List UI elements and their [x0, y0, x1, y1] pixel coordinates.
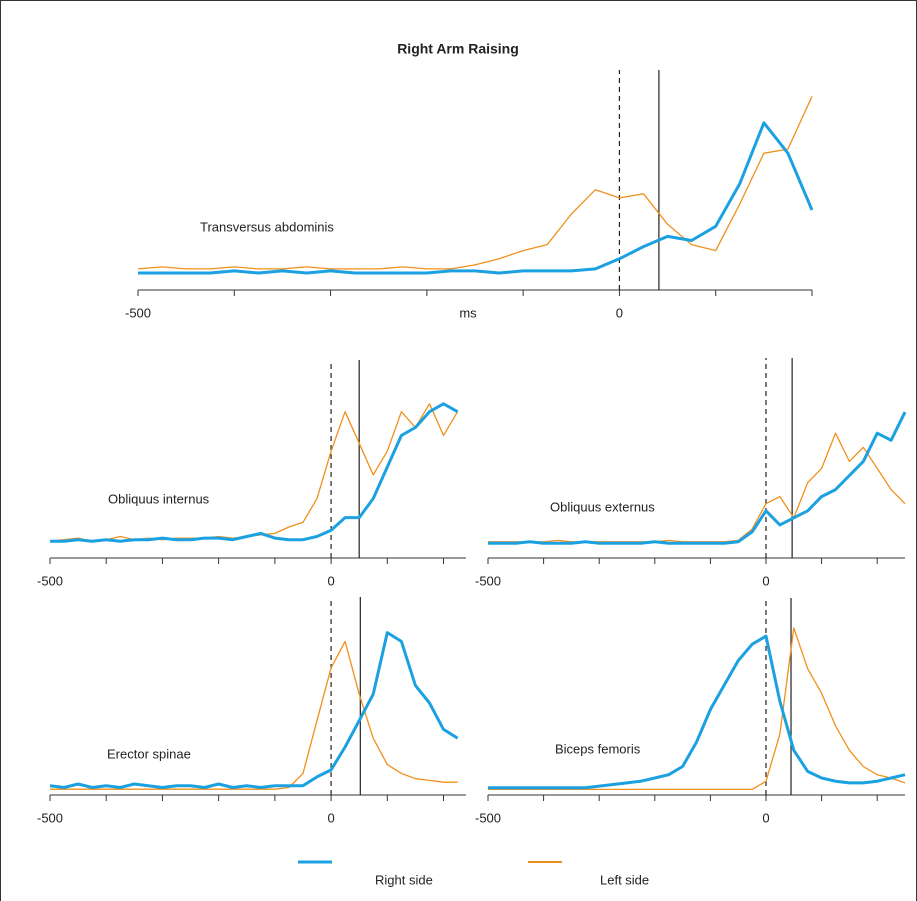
x-tick-label: 0 — [327, 573, 334, 588]
series-line — [50, 402, 459, 543]
series-line — [488, 634, 906, 790]
panel-title: Erector spinae — [107, 746, 191, 761]
legend-label: Left side — [600, 872, 649, 887]
x-tick-label: -500 — [475, 573, 501, 588]
panel-title: Biceps femoris — [555, 741, 641, 756]
series-line — [137, 96, 813, 270]
panel-title: Obliquus internus — [108, 491, 210, 506]
legend-label: Right side — [375, 872, 433, 887]
series-line — [488, 411, 907, 545]
x-tick-label: 0 — [762, 810, 769, 825]
series-line — [488, 627, 906, 791]
x-tick-label: -500 — [125, 305, 151, 320]
x-tick-label: 0 — [762, 573, 769, 588]
series-line — [138, 121, 814, 275]
series-line — [488, 432, 906, 543]
series-line — [50, 640, 458, 790]
x-tick-label: 0 — [616, 305, 623, 320]
x-tick-label: 0 — [327, 810, 334, 825]
series-line — [49, 631, 459, 789]
series-line — [49, 403, 459, 542]
panel-title: Transversus abdominis — [200, 219, 334, 234]
x-tick-label: -500 — [37, 810, 63, 825]
x-tick-label: -500 — [475, 810, 501, 825]
x-axis-label: ms — [459, 305, 477, 320]
x-tick-label: -500 — [37, 573, 63, 588]
panel-title: Obliquus externus — [550, 499, 655, 514]
figure-title: Right Arm Raising — [397, 41, 519, 57]
